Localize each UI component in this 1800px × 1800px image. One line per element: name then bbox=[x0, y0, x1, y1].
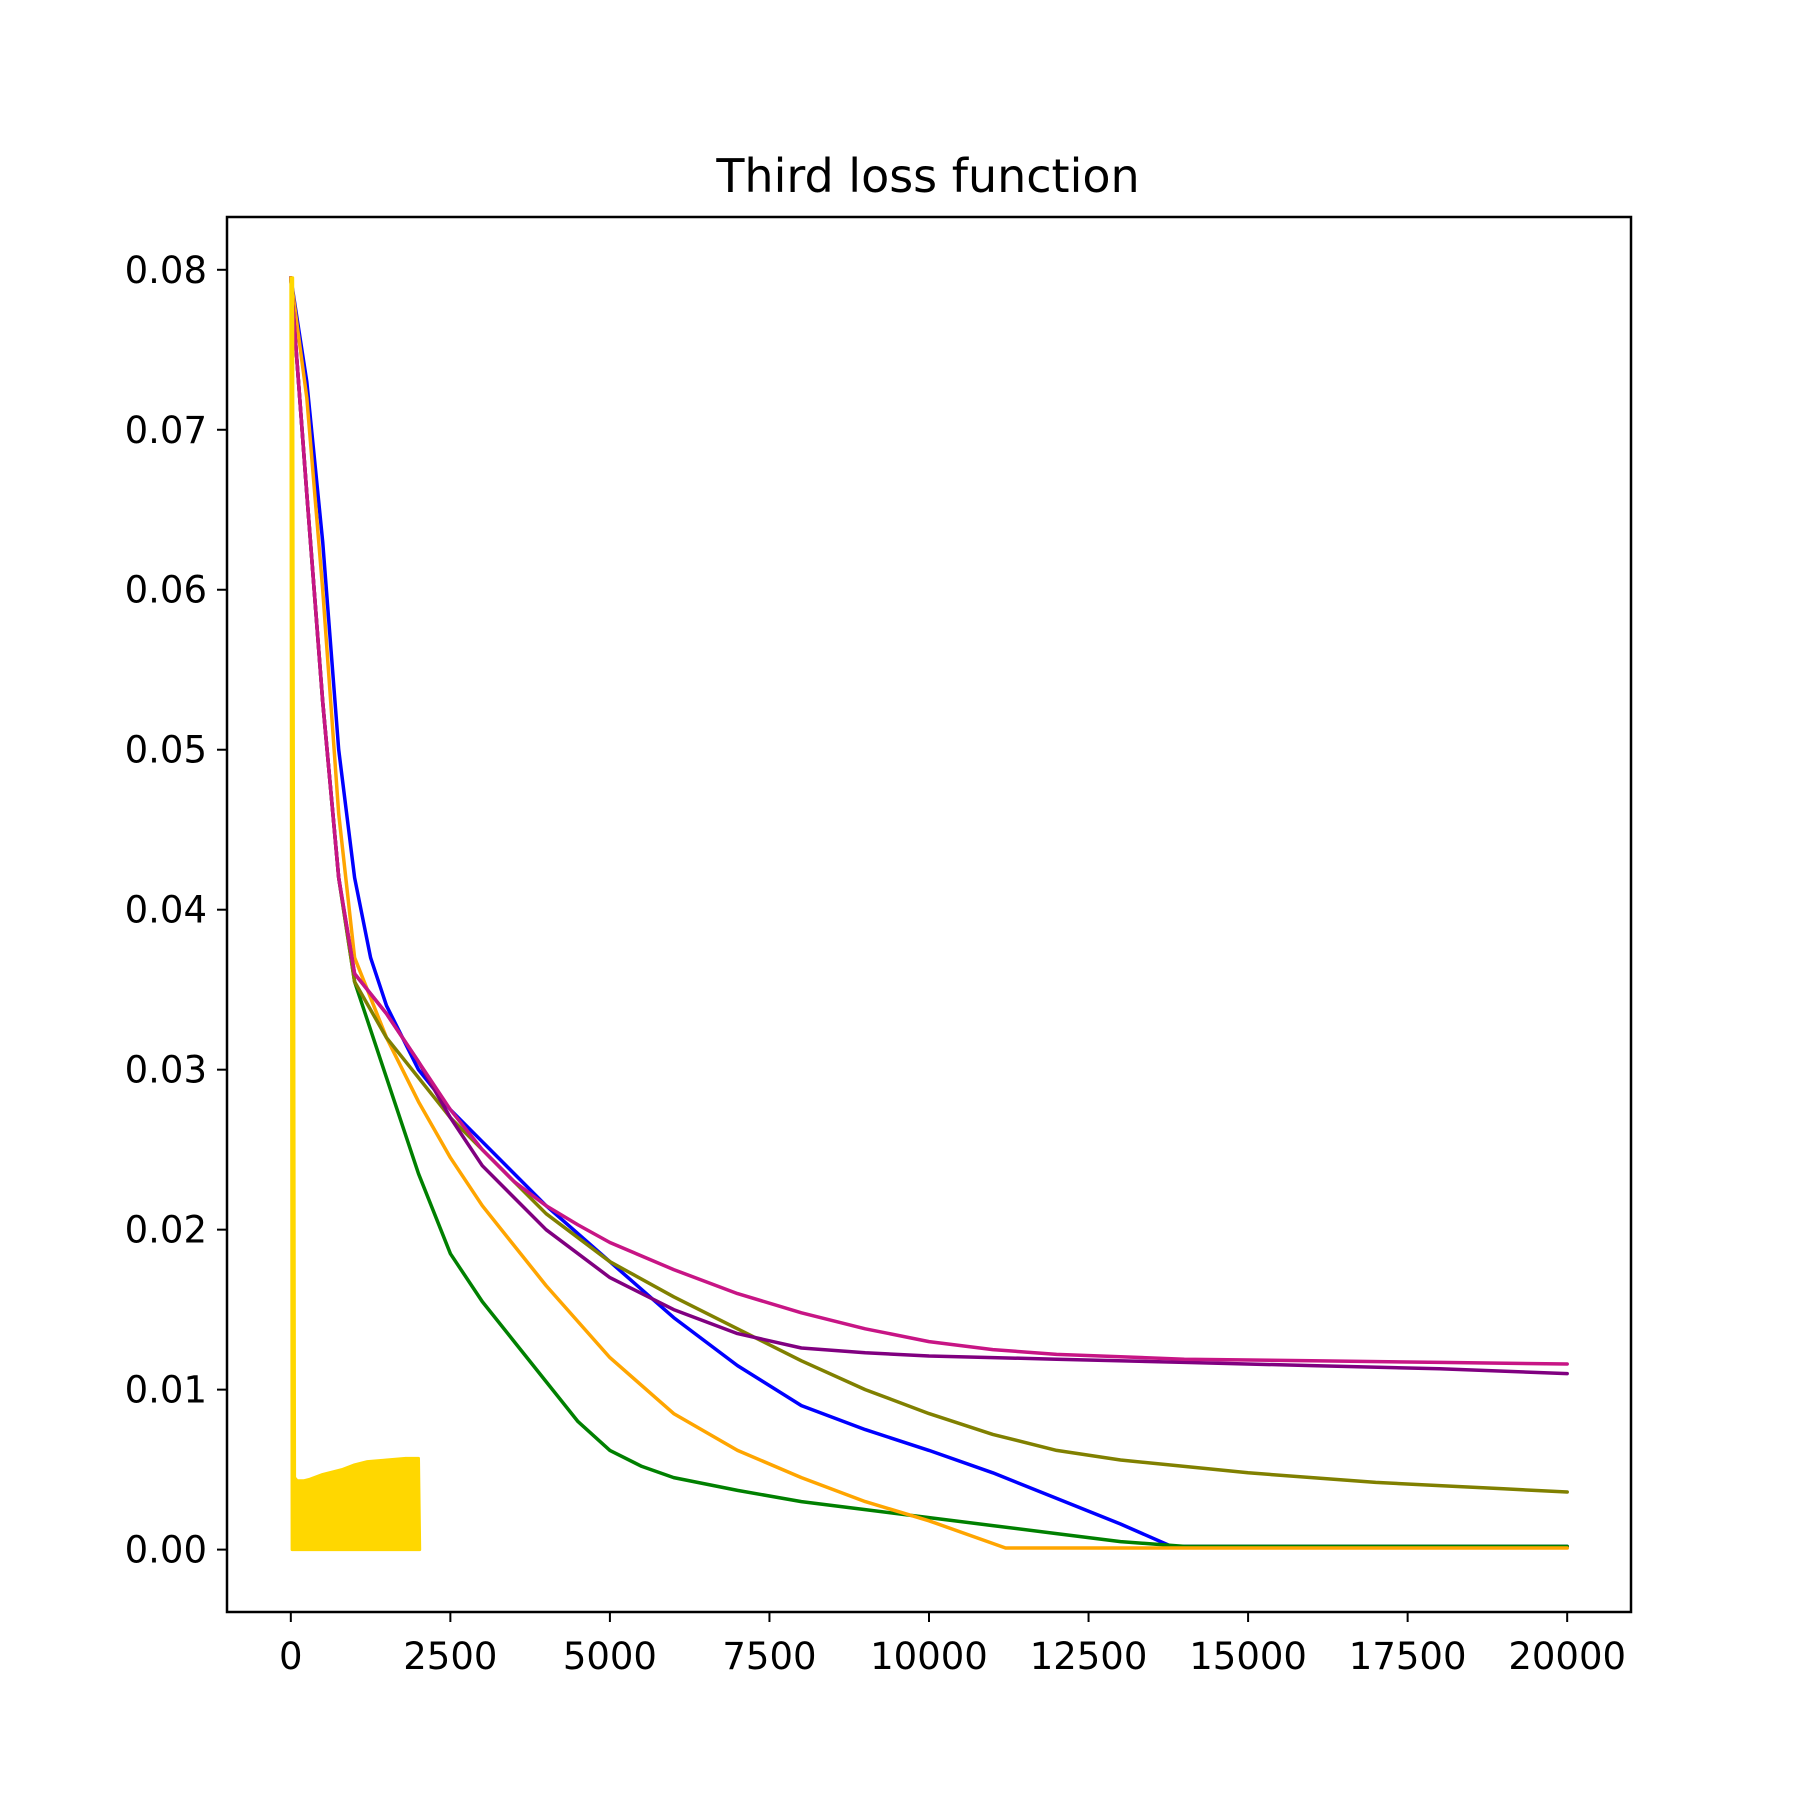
x-tick-label: 12500 bbox=[1030, 1635, 1148, 1678]
x-tick-label: 5000 bbox=[563, 1635, 657, 1678]
y-tick-label: 0.03 bbox=[125, 1049, 207, 1092]
series-1-line bbox=[289, 276, 1569, 1549]
x-tick-label: 0 bbox=[279, 1635, 303, 1678]
y-tick-label: 0.00 bbox=[125, 1529, 207, 1572]
series-5-line bbox=[289, 276, 1569, 1366]
x-tick-label: 7500 bbox=[722, 1635, 816, 1678]
series-6-band bbox=[289, 276, 422, 1552]
x-tick-label: 15000 bbox=[1189, 1635, 1307, 1678]
y-tick-label: 0.02 bbox=[125, 1209, 207, 1252]
y-tick-label: 0.08 bbox=[125, 249, 207, 292]
y-tick-label: 0.06 bbox=[125, 569, 207, 612]
series-layer bbox=[289, 276, 1569, 1552]
x-tick-label: 17500 bbox=[1349, 1635, 1467, 1678]
y-axis-ticks: 0.00 0.01 0.02 0.03 0.04 0.05 0.06 0.07 0.08 bbox=[125, 249, 227, 1572]
x-tick-label: 10000 bbox=[870, 1635, 988, 1678]
series-2-line bbox=[289, 276, 1569, 1550]
series-3-line bbox=[289, 276, 1569, 1494]
chart-title: Third loss function bbox=[715, 149, 1139, 203]
y-tick-label: 0.05 bbox=[125, 729, 207, 772]
y-tick-label: 0.04 bbox=[125, 889, 207, 932]
x-tick-label: 20000 bbox=[1508, 1635, 1626, 1678]
y-tick-label: 0.01 bbox=[125, 1369, 207, 1412]
x-tick-label: 2500 bbox=[403, 1635, 497, 1678]
x-axis-ticks: 0 2500 5000 7500 10000 12500 15000 17500 20000 bbox=[279, 1612, 1626, 1678]
y-tick-label: 0.07 bbox=[125, 409, 207, 452]
series-0-line bbox=[289, 276, 1569, 1549]
